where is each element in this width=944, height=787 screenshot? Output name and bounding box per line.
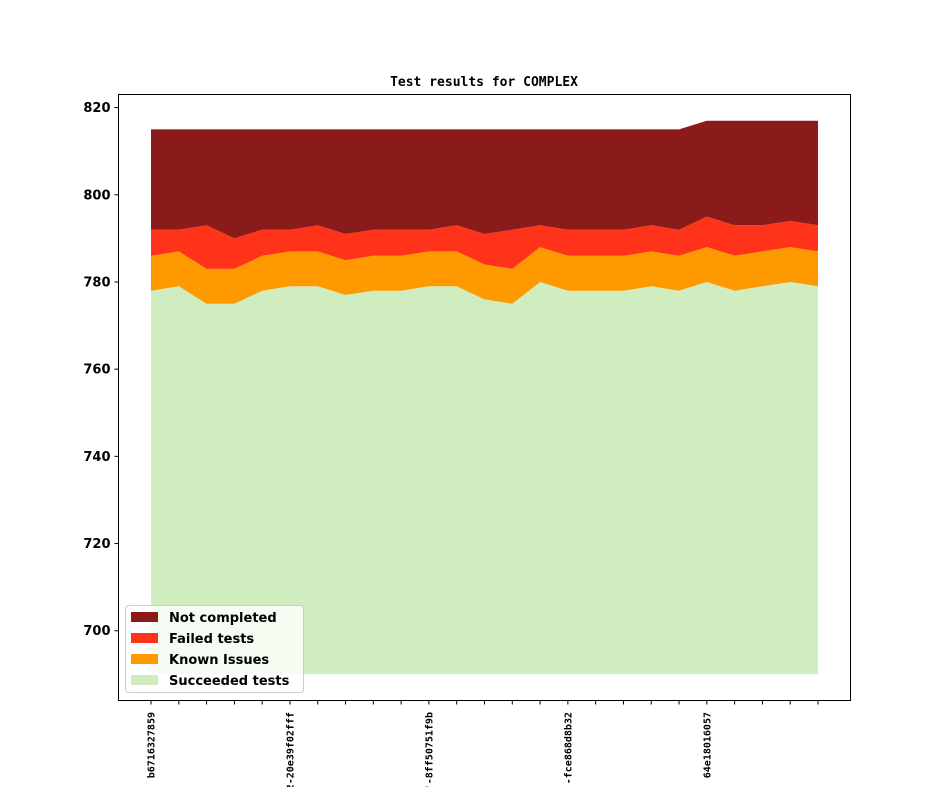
area-known-issues: [151, 247, 818, 304]
legend-swatch: [131, 633, 158, 643]
y-tick-label: 760: [83, 363, 110, 378]
legend-swatch: [131, 612, 158, 622]
legend-swatch: [131, 675, 158, 685]
area-failed-tests: [151, 216, 818, 269]
x-tick-label: -fce868d8b32: [563, 712, 574, 784]
x-axis: b6716327859 2-20e39f02fff '-8ff50751f9b -fc…: [147, 700, 819, 787]
x-tick-label: 64e18016057: [702, 712, 713, 778]
y-tick-label: 700: [83, 624, 110, 639]
legend-swatch: [131, 654, 158, 664]
y-tick-label: 740: [83, 450, 110, 465]
plot-areas: [151, 120, 818, 675]
y-axis: 700 720 740 760 780 800 820: [83, 101, 119, 639]
x-tick-label: 2-20e39f02fff: [285, 712, 296, 787]
y-tick-label: 820: [83, 101, 110, 116]
legend-label: Succeeded tests: [169, 674, 290, 689]
y-tick-label: 720: [83, 537, 110, 552]
y-tick-label: 780: [83, 275, 110, 290]
legend-label: Failed tests: [169, 632, 254, 647]
area-succeeded-tests: [151, 282, 818, 675]
legend-label: Not completed: [169, 611, 277, 626]
y-tick-label: 800: [83, 188, 110, 203]
legend-box: [125, 605, 304, 693]
legend-label: Known Issues: [169, 653, 269, 668]
x-tick-label: '-8ff50751f9b: [424, 712, 435, 787]
area-not-completed: [151, 120, 818, 239]
legend: Not completed Failed tests Known Issues Suc…: [125, 605, 304, 693]
x-tick-label: b6716327859: [147, 712, 158, 778]
chart-title: Test results for COMPLEX: [390, 75, 578, 90]
